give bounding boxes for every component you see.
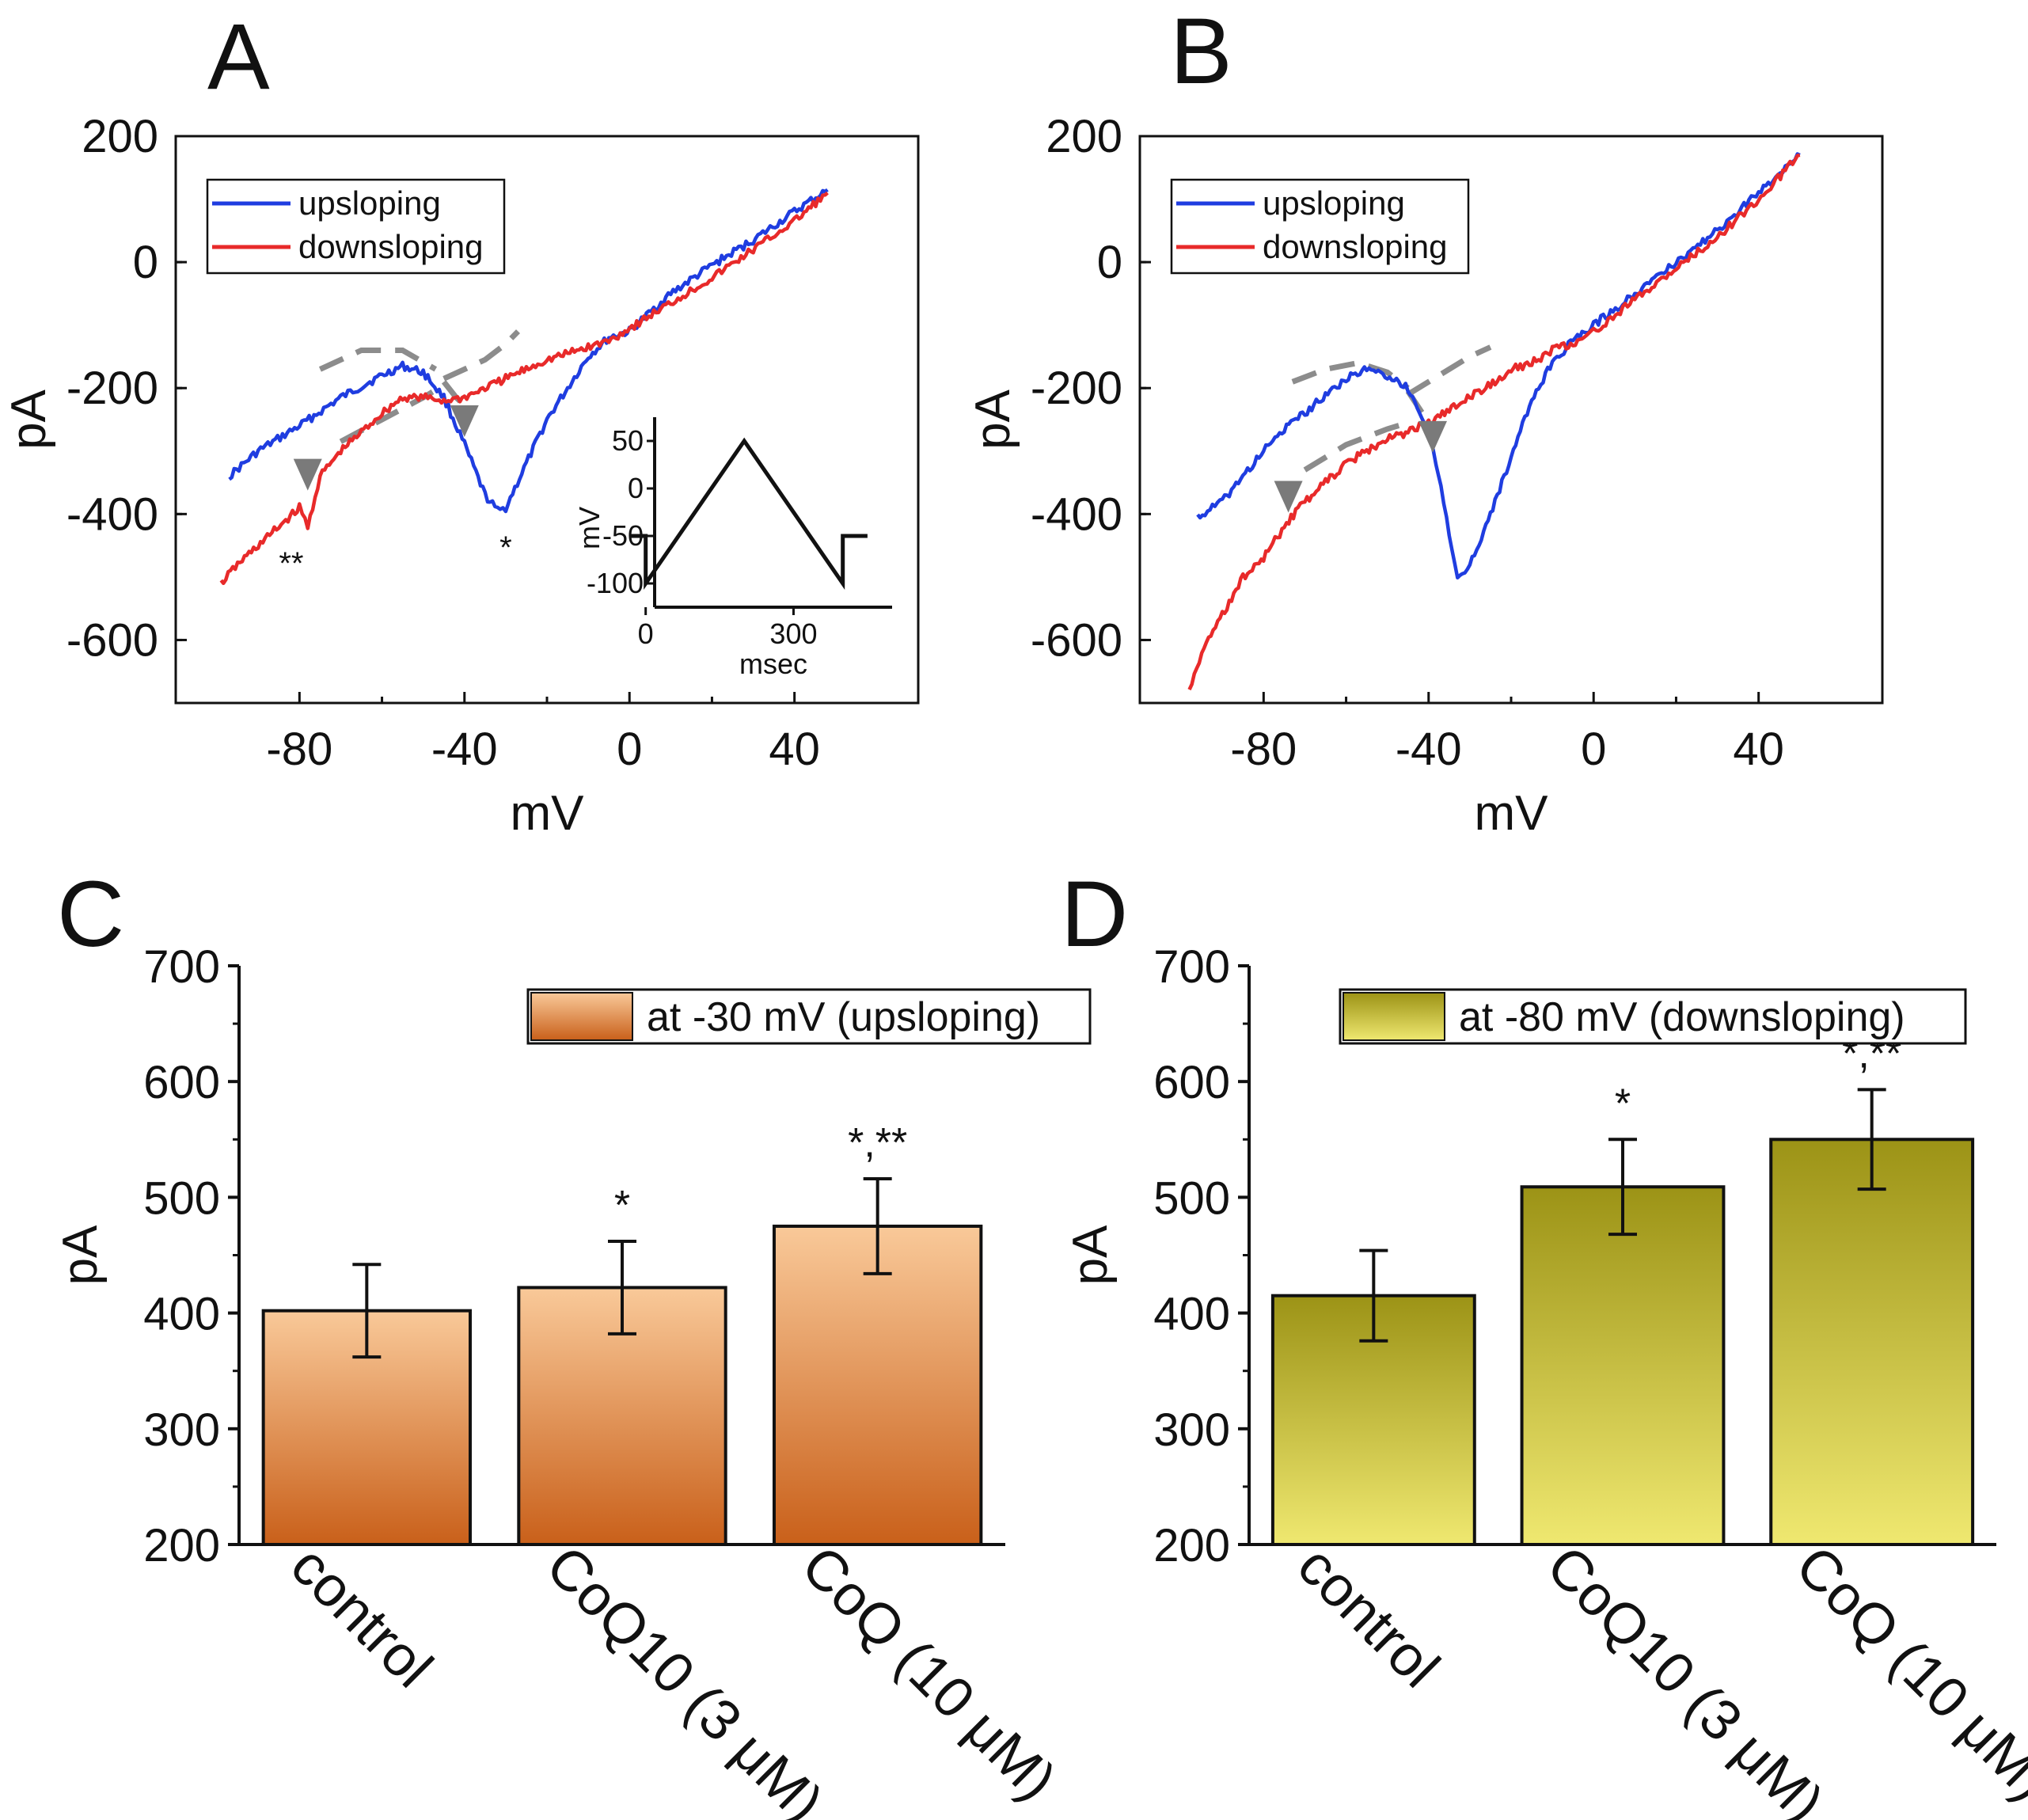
inset-x-tick-label: 0: [638, 617, 654, 650]
panel-label-a: A: [207, 5, 270, 109]
inset-y-tick-label: 0: [628, 472, 644, 504]
x-tick-label: -80: [1230, 724, 1297, 775]
significance-annotation: *,**: [848, 1120, 907, 1166]
bar: [1769, 1138, 1975, 1547]
inset-y-tick-label: -100: [587, 567, 644, 599]
y-tick-label: 200: [82, 111, 158, 162]
y-tick-label: 0: [133, 237, 158, 288]
panel-b: B -80 -40 0 402000-200-400-600mVpAupsloping…: [966, 0, 1884, 841]
significance-annotation: *: [1615, 1081, 1631, 1127]
bar: [772, 1224, 983, 1546]
category-label: control: [1286, 1534, 1451, 1700]
y-tick-label: 200: [143, 1520, 220, 1571]
bar: [1520, 1185, 1726, 1546]
y-tick-label: -600: [1031, 614, 1122, 666]
triangle-marker: [293, 458, 322, 491]
y-tick-label: 700: [143, 941, 220, 993]
y-tick-label: 600: [1153, 1057, 1230, 1108]
legend-label: downsloping: [298, 228, 484, 265]
y-tick-label: 300: [1153, 1404, 1230, 1456]
dashed-guide: [1291, 359, 1410, 390]
y-axis-title: pA: [53, 1225, 108, 1285]
significance-annotation: **: [279, 546, 303, 581]
x-tick-label: 0: [617, 724, 642, 775]
y-tick-label: 700: [1153, 941, 1230, 993]
inset-voltage-protocol: [631, 437, 868, 591]
x-tick-label: -40: [431, 724, 498, 775]
dashed-guide: [318, 348, 438, 372]
y-axis-title: pA: [1063, 1225, 1118, 1285]
y-tick-label: 500: [1153, 1172, 1230, 1224]
legend-label: at -80 mV (downsloping): [1459, 994, 1905, 1040]
dashed-guide: [442, 329, 520, 382]
y-tick-label: -400: [1031, 488, 1122, 540]
triangle-marker: [450, 405, 479, 437]
x-axis-title: mV: [1475, 786, 1549, 841]
series-line-downsloping: [1187, 153, 1801, 691]
significance-annotation: *: [614, 1183, 630, 1229]
legend-label: at -30 mV (upsloping): [647, 994, 1040, 1040]
x-tick-label: -80: [266, 724, 332, 775]
y-tick-label: -200: [1031, 363, 1122, 414]
category-label: CoQ (10 μM): [1783, 1534, 2028, 1813]
y-tick-label: -200: [66, 363, 158, 414]
inset-y-tick-label: 50: [612, 424, 644, 457]
series-line-upsloping: [228, 188, 829, 514]
y-tick-label: 200: [1153, 1520, 1230, 1571]
y-tick-label: 400: [1153, 1289, 1230, 1340]
y-tick-label: 0: [1097, 237, 1122, 288]
y-tick-label: -600: [66, 614, 158, 666]
legend-label: upsloping: [1263, 184, 1405, 222]
x-tick-label: -40: [1396, 724, 1462, 775]
panel-label-c: C: [57, 862, 124, 967]
legend-label: upsloping: [298, 184, 441, 222]
category-label: CoQ10 (3 μM): [534, 1534, 835, 1820]
legend-label: downsloping: [1263, 228, 1448, 265]
inset-y-title: mV: [573, 507, 606, 549]
x-tick-label: 40: [769, 724, 820, 775]
category-label: control: [279, 1534, 444, 1700]
series-line-upsloping: [1196, 152, 1801, 579]
triangle-marker: [1418, 420, 1447, 453]
x-tick-label: 0: [1581, 724, 1606, 775]
legend-swatch: [1343, 992, 1445, 1041]
inset-x-title: msec: [739, 648, 807, 680]
category-label: CoQ (10 μM): [789, 1534, 1068, 1813]
y-tick-label: 300: [143, 1404, 220, 1456]
series-line-downsloping: [219, 191, 829, 586]
legend-swatch: [530, 992, 633, 1041]
triangle-marker: [1274, 481, 1303, 513]
dashed-guide: [1406, 344, 1492, 397]
panel-c: C 200 300 400 500 600 700 pA control * CoQ10 (3 μ…: [53, 862, 1092, 1820]
y-axis-title: pA: [966, 389, 1020, 449]
legend-box: [206, 178, 506, 275]
y-axis-title: pA: [2, 389, 56, 449]
dashed-guide: [1303, 420, 1409, 473]
inset-x-tick-label: 300: [769, 617, 817, 650]
y-tick-label: 400: [143, 1289, 220, 1340]
x-tick-label: 40: [1733, 724, 1784, 775]
y-tick-label: 200: [1046, 111, 1122, 162]
panel-label-b: B: [1170, 0, 1232, 104]
y-tick-label: 600: [143, 1057, 220, 1108]
legend-box: [1170, 178, 1470, 275]
y-tick-label: 500: [143, 1172, 220, 1224]
x-axis-title: mV: [511, 786, 585, 841]
panel-label-d: D: [1061, 862, 1128, 967]
significance-annotation: *: [499, 530, 512, 565]
y-tick-label: -400: [66, 488, 158, 540]
